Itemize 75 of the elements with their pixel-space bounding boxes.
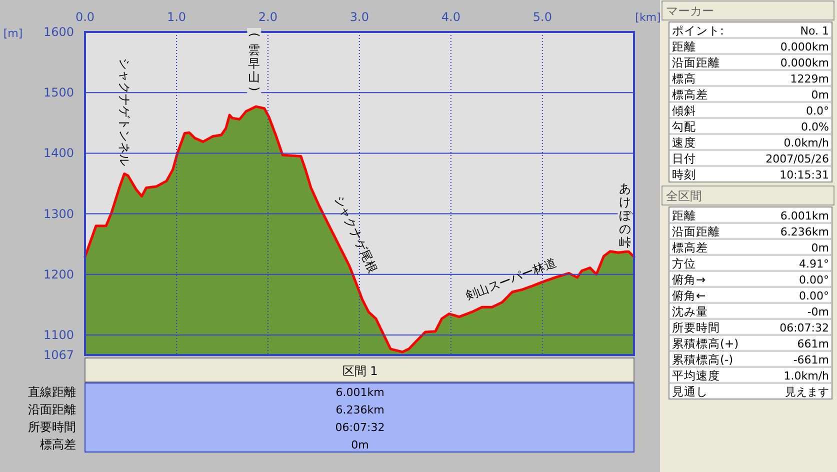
y-tick-label: 1300 [43, 206, 74, 221]
y-tick-label: 1600 [43, 25, 74, 39]
text: 見えます [785, 386, 829, 398]
x-tick-label: 0.0 [75, 10, 95, 24]
text: 0.0km/h [784, 136, 830, 150]
text: 時刻 [672, 168, 696, 182]
text: 6.236km [780, 226, 829, 238]
text: 0m [811, 88, 829, 102]
annotation: シャクナゲ尾根 [332, 193, 380, 276]
text: 平均速度 [672, 368, 720, 382]
x-tick-label: 3.0 [350, 10, 369, 24]
text: 区間 1 [342, 364, 378, 378]
y-tick-label: 1100 [43, 328, 74, 342]
text: 沿面距離 [672, 56, 720, 70]
text: マーカー [666, 4, 714, 18]
text: 傾斜 [672, 104, 696, 118]
text: 6.001km [780, 210, 829, 222]
text: 所要時間 [672, 320, 720, 334]
y-tick-label: 1067 [43, 348, 74, 362]
text: 06:07:32 [335, 421, 385, 434]
y-tick-label: 1200 [43, 267, 74, 282]
text: 所要時間 [28, 420, 76, 434]
text: 全区間 [666, 189, 702, 203]
text: 661m [797, 338, 829, 350]
y-tick-label: 1500 [43, 86, 74, 100]
text: 0.000km [780, 40, 829, 54]
text: ポイント: [672, 24, 724, 38]
text: 標高差 [672, 88, 708, 102]
x-tick-label: 1.0 [166, 10, 186, 24]
text: 0.00° [799, 290, 829, 302]
text: No. 1 [800, 24, 829, 38]
text: 標高 [672, 72, 696, 86]
text: 2007/05/26 [766, 152, 829, 166]
x-axis-title: [km] [635, 11, 661, 24]
text: 標高差 [40, 438, 76, 452]
annotation: あけぼの峠 [618, 181, 632, 250]
text: 沈み量 [672, 304, 708, 318]
text: 沿面距離 [672, 224, 720, 238]
text: 俯角→ [672, 272, 706, 286]
annotation: 剣山スーパー林道 [463, 256, 558, 303]
text: 速度 [672, 136, 696, 150]
text: 累積標高(-) [672, 352, 734, 366]
text: 俯角← [672, 288, 706, 302]
text: 4.91° [799, 258, 829, 270]
text: 沿面距離 [28, 402, 76, 416]
text: 0.000km [780, 56, 829, 70]
text: 10:15:31 [780, 168, 829, 182]
text: 0m [811, 242, 829, 254]
text: 6.001km [336, 386, 384, 399]
x-tick-label: 2.0 [258, 10, 278, 24]
text: 方位 [672, 256, 696, 270]
x-tick-label: 5.0 [532, 10, 552, 24]
text: 1.0km/h [784, 370, 830, 382]
text: 見通し [672, 384, 708, 398]
text: 日付 [672, 152, 696, 166]
y-tick-label: 1400 [43, 146, 74, 160]
text: 距離 [672, 208, 696, 222]
annotation: (雲早山) [248, 32, 262, 92]
text: -0m [807, 306, 829, 318]
text: 1229m [790, 72, 829, 86]
text: 0.00° [799, 274, 829, 286]
text: 距離 [672, 40, 696, 54]
text: 6.236km [336, 404, 384, 416]
text: 06:07:32 [780, 322, 829, 334]
text: 0m [351, 438, 369, 452]
y-axis-title: [m] [3, 27, 23, 40]
text: 0.0% [801, 120, 829, 134]
text: 標高差 [672, 240, 708, 254]
x-tick-label: 4.0 [441, 10, 460, 24]
text: 0.0° [806, 104, 829, 118]
text: 勾配 [672, 120, 696, 134]
text: 累積標高(+) [672, 336, 739, 350]
text: -661m [793, 354, 829, 366]
text: 直線距離 [28, 385, 76, 399]
annotation: シャクナゲトンネル [117, 58, 132, 166]
